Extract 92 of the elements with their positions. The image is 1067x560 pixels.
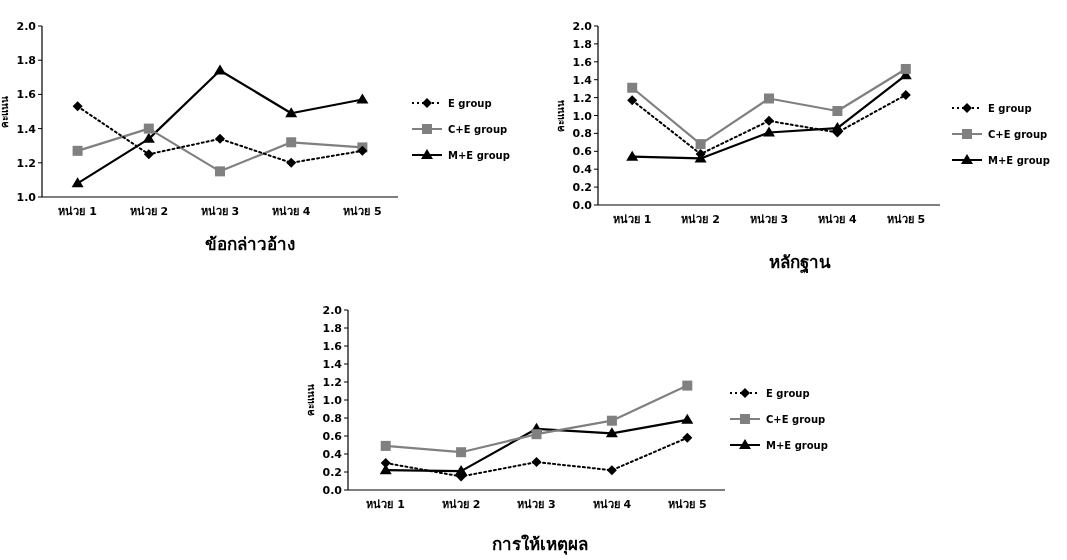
point — [605, 427, 618, 438]
y-tick-label: 0.2 — [322, 466, 342, 479]
point — [832, 106, 843, 117]
y-tick-label: 0.8 — [322, 412, 342, 425]
point — [143, 149, 154, 160]
y-tick-label: 1.0 — [572, 109, 593, 123]
y-tick-label: 2.0 — [322, 304, 343, 317]
y-axis-title: คะแนน — [0, 95, 10, 128]
x-tick-label: หน่วย 3 — [749, 213, 789, 226]
legend-label: E group — [448, 98, 492, 109]
y-tick-label: 0.2 — [572, 181, 592, 195]
legend-label: C+E group — [766, 414, 826, 425]
y-tick-label: 0.4 — [322, 448, 343, 461]
y-tick-label: 1.6 — [16, 88, 37, 102]
point — [764, 93, 774, 104]
y-tick-label: 1.6 — [322, 340, 343, 353]
point — [142, 132, 155, 143]
point — [215, 133, 225, 144]
x-tick-label: หน่วย 2 — [441, 498, 481, 511]
y-tick-label: 0.6 — [322, 430, 343, 443]
legend-label: M+E group — [766, 440, 828, 451]
y-tick-label: 1.4 — [572, 73, 593, 87]
point — [682, 432, 693, 443]
point — [606, 415, 617, 426]
y-tick-label: 1.4 — [322, 358, 343, 371]
legend-label: C+E group — [988, 129, 1048, 140]
y-tick-label: 1.2 — [572, 91, 592, 105]
y-tick-label: 1.8 — [16, 54, 36, 68]
point — [380, 458, 391, 468]
x-tick-label: หน่วย 4 — [271, 205, 311, 218]
legend-label: C+E group — [448, 124, 508, 135]
point — [356, 93, 369, 104]
y-tick-label: 1.0 — [322, 394, 343, 407]
text: หลักฐาน — [769, 252, 831, 274]
x-tick-label: หน่วย 1 — [58, 205, 97, 218]
point — [531, 457, 542, 468]
point — [627, 95, 638, 106]
y-tick-label: 0.6 — [572, 145, 593, 159]
point — [606, 465, 617, 476]
text: ข้อกล่าวอ้าง — [205, 234, 295, 254]
y-tick-label: 1.2 — [322, 376, 342, 389]
y-tick-label: 0.8 — [572, 127, 592, 141]
x-tick-label: หน่วย 1 — [366, 498, 405, 511]
point — [285, 107, 298, 118]
y-tick-label: 1.8 — [322, 322, 342, 335]
point — [214, 64, 226, 75]
point — [215, 166, 225, 177]
y-tick-label: 1.8 — [572, 37, 592, 51]
x-tick-label: หน่วย 4 — [818, 213, 857, 226]
x-tick-label: หน่วย 5 — [343, 205, 382, 218]
point — [764, 115, 774, 126]
point — [626, 150, 639, 161]
x-tick-label: หน่วย 5 — [668, 498, 707, 511]
legend-label: E group — [766, 388, 810, 399]
point — [71, 177, 84, 188]
point — [143, 123, 154, 134]
y-tick-label: 2.0 — [572, 20, 593, 33]
y-tick-label: 1.2 — [16, 156, 36, 170]
point — [72, 101, 83, 112]
y-axis-title: คะแนน — [555, 99, 566, 132]
point — [456, 447, 467, 458]
point — [900, 89, 911, 100]
x-tick-label: หน่วย 2 — [129, 205, 169, 218]
y-tick-label: 0.0 — [572, 199, 593, 212]
point — [72, 145, 83, 156]
y-tick-label: 1.4 — [16, 122, 37, 136]
x-tick-label: หน่วย 3 — [517, 498, 556, 511]
point — [682, 380, 693, 391]
y-tick-label: 0.0 — [322, 484, 343, 497]
legend-label: M+E group — [988, 155, 1050, 166]
text: การให้เหตุผล — [492, 534, 588, 555]
point — [286, 157, 297, 168]
y-tick-label: 1.6 — [572, 55, 593, 69]
y-axis-title: คะแนน — [305, 384, 316, 416]
point — [286, 137, 297, 148]
x-tick-label: หน่วย 5 — [886, 213, 926, 226]
x-tick-label: หน่วย 4 — [592, 498, 632, 511]
point — [900, 63, 911, 74]
x-tick-label: หน่วย 1 — [612, 213, 652, 226]
point — [681, 413, 694, 424]
x-tick-label: หน่วย 2 — [681, 213, 720, 226]
x-tick-label: หน่วย 3 — [200, 205, 240, 218]
y-tick-label: 2.0 — [16, 20, 37, 33]
legend-label: M+E group — [448, 150, 510, 161]
point — [763, 126, 775, 137]
legend-label: E group — [988, 103, 1032, 114]
point — [531, 429, 542, 440]
point — [627, 82, 638, 93]
y-tick-label: 1.0 — [16, 191, 37, 204]
y-tick-label: 0.4 — [572, 163, 593, 177]
point — [695, 139, 706, 150]
point — [380, 440, 391, 451]
